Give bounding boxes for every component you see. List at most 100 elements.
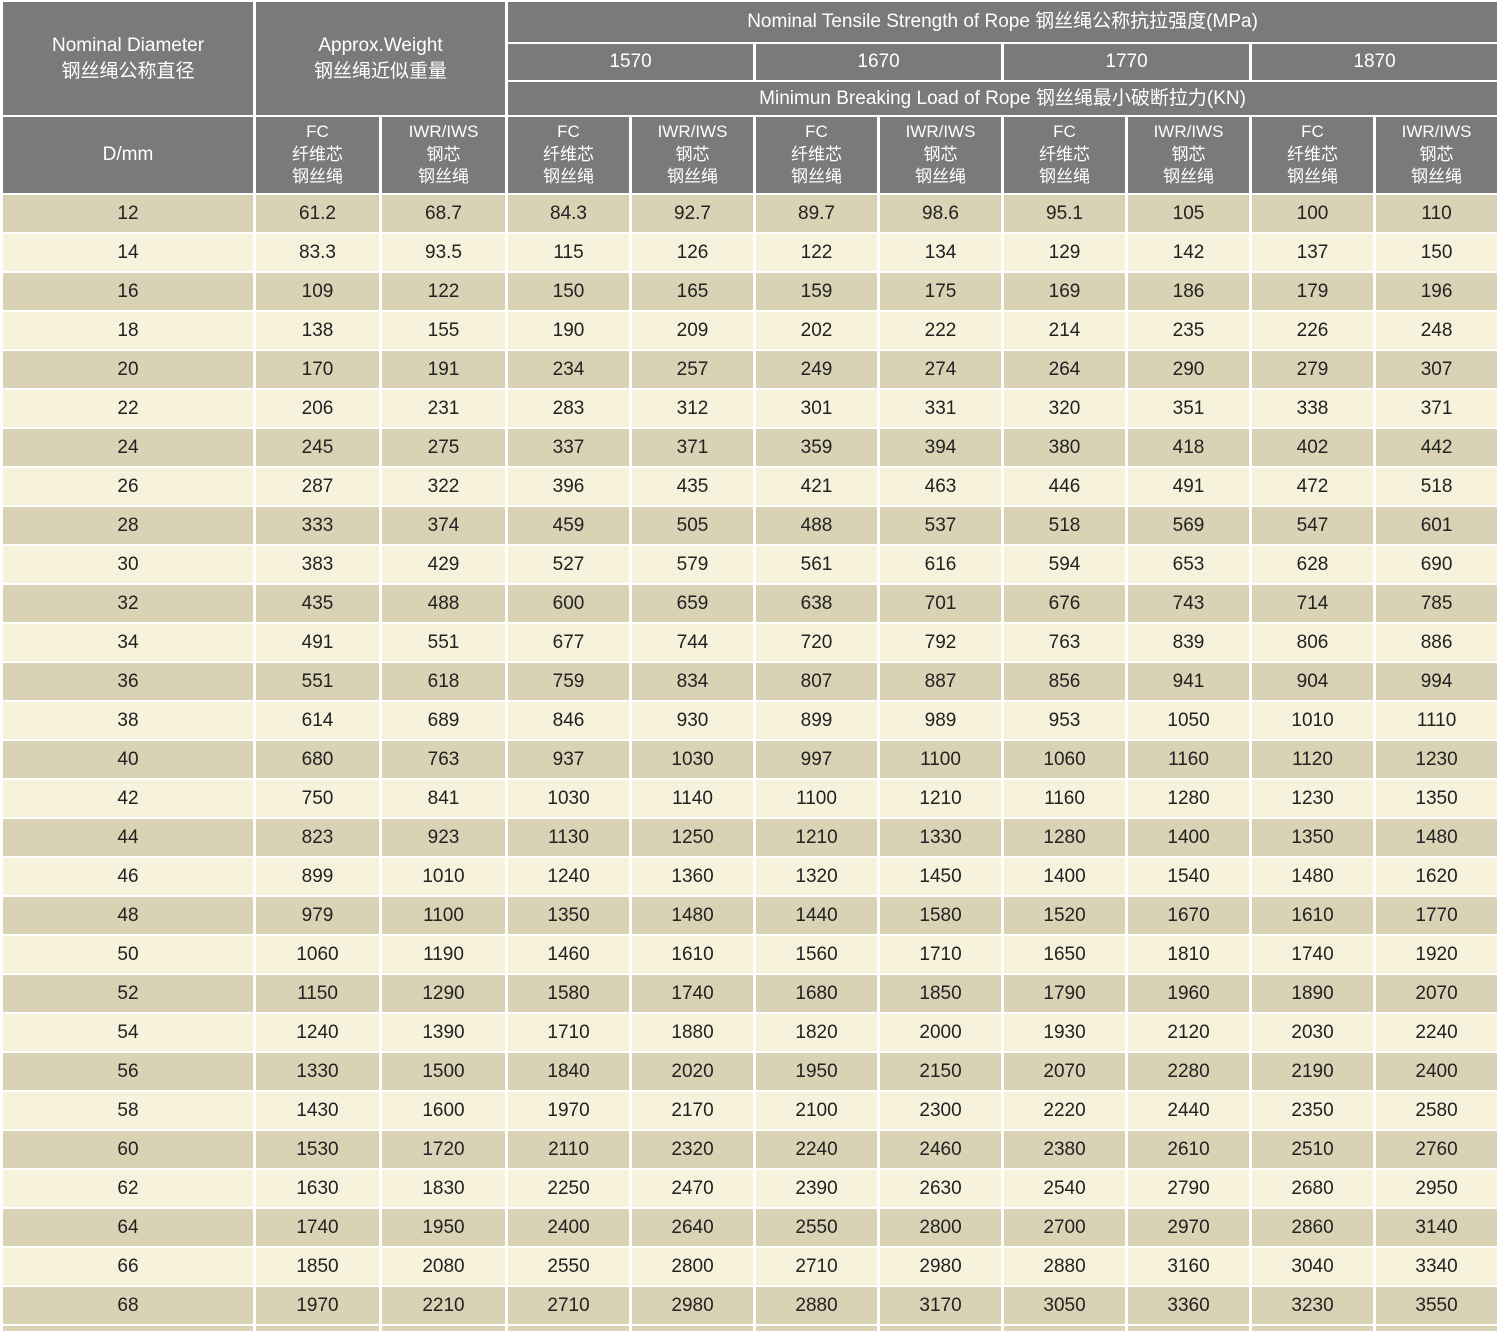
cell: 1210 bbox=[756, 819, 878, 856]
cell bbox=[508, 1326, 630, 1331]
header-nominal-diameter: Nominal Diameter 钢丝绳公称直径 bbox=[3, 2, 253, 115]
table-row: 40 680 763 937 1030 997 1100 1060 1160 1120 1230 bbox=[3, 741, 1498, 778]
cell: 68.7 bbox=[382, 195, 506, 232]
cell: 2070 bbox=[1004, 1053, 1126, 1090]
cell: 1630 bbox=[256, 1170, 379, 1207]
cell: 333 bbox=[256, 507, 379, 544]
header-grade-1870: 1870 bbox=[1252, 44, 1498, 80]
cell: 569 bbox=[1128, 507, 1250, 544]
cell: 886 bbox=[1376, 624, 1498, 661]
cell: 3140 bbox=[1376, 1209, 1498, 1246]
cell: 594 bbox=[1004, 546, 1126, 583]
column-1770-iwr: IWR/IWS 钢芯 钢丝绳 bbox=[1128, 117, 1250, 193]
header-grade-1670: 1670 bbox=[756, 44, 1002, 80]
cell: 3160 bbox=[1128, 1248, 1250, 1285]
cell: 1920 bbox=[1376, 936, 1498, 973]
cell: 2240 bbox=[756, 1131, 878, 1168]
cell: 2240 bbox=[1376, 1014, 1498, 1051]
cell: 1610 bbox=[1252, 897, 1374, 934]
cell: 720 bbox=[756, 624, 878, 661]
cell: 1620 bbox=[1376, 858, 1498, 895]
cell: 48 bbox=[3, 897, 253, 934]
cell: 792 bbox=[880, 624, 1002, 661]
cell: 953 bbox=[1004, 702, 1126, 739]
cell: 322 bbox=[382, 468, 506, 505]
cell: 887 bbox=[880, 663, 1002, 700]
cell: 1830 bbox=[382, 1170, 506, 1207]
cell: 1010 bbox=[382, 858, 506, 895]
cell: 2610 bbox=[1128, 1131, 1250, 1168]
cell: 1160 bbox=[1128, 741, 1250, 778]
cell: 923 bbox=[382, 819, 506, 856]
cell: 245 bbox=[256, 429, 379, 466]
cell: 396 bbox=[508, 468, 630, 505]
table-row: 50 1060 1190 1460 1610 1560 1710 1650 1810 1740 19… bbox=[3, 936, 1498, 973]
cell: 394 bbox=[880, 429, 1002, 466]
cell: 807 bbox=[756, 663, 878, 700]
cell bbox=[3, 1326, 253, 1331]
column-d-mm: D/mm bbox=[3, 117, 253, 193]
cell: 1230 bbox=[1252, 780, 1374, 817]
cell: 1480 bbox=[1376, 819, 1498, 856]
cell: 338 bbox=[1252, 390, 1374, 427]
cell: 899 bbox=[256, 858, 379, 895]
cell: 89.7 bbox=[756, 195, 878, 232]
cell: 122 bbox=[756, 234, 878, 271]
cell: 66 bbox=[3, 1248, 253, 1285]
cell: 2880 bbox=[756, 1287, 878, 1324]
cell: 1530 bbox=[256, 1131, 379, 1168]
cell: 2700 bbox=[1004, 1209, 1126, 1246]
cell: 3340 bbox=[1376, 1248, 1498, 1285]
cell: 2300 bbox=[880, 1092, 1002, 1129]
cell: 1740 bbox=[1252, 936, 1374, 973]
cell: 2800 bbox=[880, 1209, 1002, 1246]
cell: 2760 bbox=[1376, 1131, 1498, 1168]
cell: 2970 bbox=[1128, 1209, 1250, 1246]
cell: 2680 bbox=[1252, 1170, 1374, 1207]
cell: 38 bbox=[3, 702, 253, 739]
cell: 1330 bbox=[880, 819, 1002, 856]
cell: 186 bbox=[1128, 273, 1250, 310]
cell: 60 bbox=[3, 1131, 253, 1168]
cell: 126 bbox=[632, 234, 754, 271]
cell: 206 bbox=[256, 390, 379, 427]
table-row: 22 206 231 283 312 301 331 320 351 338 371 bbox=[3, 390, 1498, 427]
cell: 1050 bbox=[1128, 702, 1250, 739]
table-row: 16 109 122 150 165 159 175 169 186 179 196 bbox=[3, 273, 1498, 310]
cell: 2110 bbox=[508, 1131, 630, 1168]
column-1570-iwr: IWR/IWS 钢芯 钢丝绳 bbox=[632, 117, 754, 193]
cell: 2150 bbox=[880, 1053, 1002, 1090]
cell: 287 bbox=[256, 468, 379, 505]
cell: 1230 bbox=[1376, 741, 1498, 778]
cell: 1850 bbox=[256, 1248, 379, 1285]
cell: 98.6 bbox=[880, 195, 1002, 232]
cell: 1480 bbox=[1252, 858, 1374, 895]
cell: 24 bbox=[3, 429, 253, 466]
cell: 307 bbox=[1376, 351, 1498, 388]
cell: 846 bbox=[508, 702, 630, 739]
cell: 1290 bbox=[382, 975, 506, 1012]
cell: 214 bbox=[1004, 312, 1126, 349]
cell: 50 bbox=[3, 936, 253, 973]
cell: 442 bbox=[1376, 429, 1498, 466]
cell: 937 bbox=[508, 741, 630, 778]
cell: 134 bbox=[880, 234, 1002, 271]
cell: 374 bbox=[382, 507, 506, 544]
cell: 2400 bbox=[1376, 1053, 1498, 1090]
cell: 763 bbox=[1004, 624, 1126, 661]
cell bbox=[1004, 1326, 1126, 1331]
cell: 628 bbox=[1252, 546, 1374, 583]
cell: 2030 bbox=[1252, 1014, 1374, 1051]
cell: 32 bbox=[3, 585, 253, 622]
cell: 1740 bbox=[632, 975, 754, 1012]
cell: 1480 bbox=[632, 897, 754, 934]
cell: 2510 bbox=[1252, 1131, 1374, 1168]
cell: 463 bbox=[880, 468, 1002, 505]
cell: 115 bbox=[508, 234, 630, 271]
cell: 129 bbox=[1004, 234, 1126, 271]
cell: 1740 bbox=[256, 1209, 379, 1246]
cell: 1350 bbox=[1252, 819, 1374, 856]
cell: 491 bbox=[256, 624, 379, 661]
cell: 202 bbox=[756, 312, 878, 349]
